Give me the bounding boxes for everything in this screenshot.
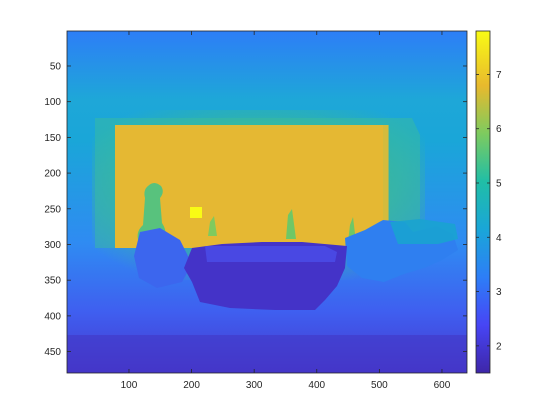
- colorbar-tick-label: 6: [496, 124, 502, 135]
- floor-band: [67, 335, 467, 373]
- y-tick-label: 200: [44, 169, 61, 180]
- wall-edge-top: [115, 125, 388, 129]
- x-tick-label: 100: [121, 380, 138, 391]
- heatmap-image: [67, 31, 467, 373]
- foreground-top: [205, 246, 337, 262]
- y-tick-label: 100: [44, 97, 61, 108]
- object-spike-1: [208, 216, 217, 236]
- colorbar-tick-label: 2: [496, 341, 502, 352]
- x-tick-label: 500: [371, 380, 388, 391]
- main-axes: [66, 30, 468, 374]
- y-tick-label: 450: [44, 347, 61, 358]
- x-axis: 100 200 300 400 500 600: [121, 31, 451, 391]
- x-tick-label: 400: [308, 380, 325, 391]
- colorbar: [475, 30, 491, 374]
- colorbar-tick-label: 7: [496, 70, 502, 81]
- x-tick-label: 200: [183, 380, 200, 391]
- x-tick-label: 600: [434, 380, 451, 391]
- hotspot-region: [190, 207, 202, 218]
- y-tick-label: 50: [50, 61, 62, 72]
- y-tick-label: 250: [44, 204, 61, 215]
- object-spike-2: [286, 209, 296, 239]
- back-wall-region: [115, 125, 388, 248]
- y-tick-label: 350: [44, 276, 61, 287]
- left-lower-clutter: [134, 228, 192, 288]
- colorbar-tick-label: 3: [496, 287, 502, 298]
- y-tick-label: 400: [44, 311, 61, 322]
- colorbar-ticks: 2 3 4 5 6 7: [476, 70, 502, 352]
- wall-edge-right: [383, 125, 389, 245]
- y-tick-label: 300: [44, 240, 61, 251]
- colorbar-tick-label: 4: [496, 233, 502, 244]
- y-tick-label: 150: [44, 133, 61, 144]
- y-axis: 50 100 150 200 250 300 350 400 450: [44, 61, 467, 358]
- colorbar-tick-label: 5: [496, 179, 502, 190]
- right-clutter-teal: [390, 219, 458, 244]
- x-tick-label: 300: [246, 380, 263, 391]
